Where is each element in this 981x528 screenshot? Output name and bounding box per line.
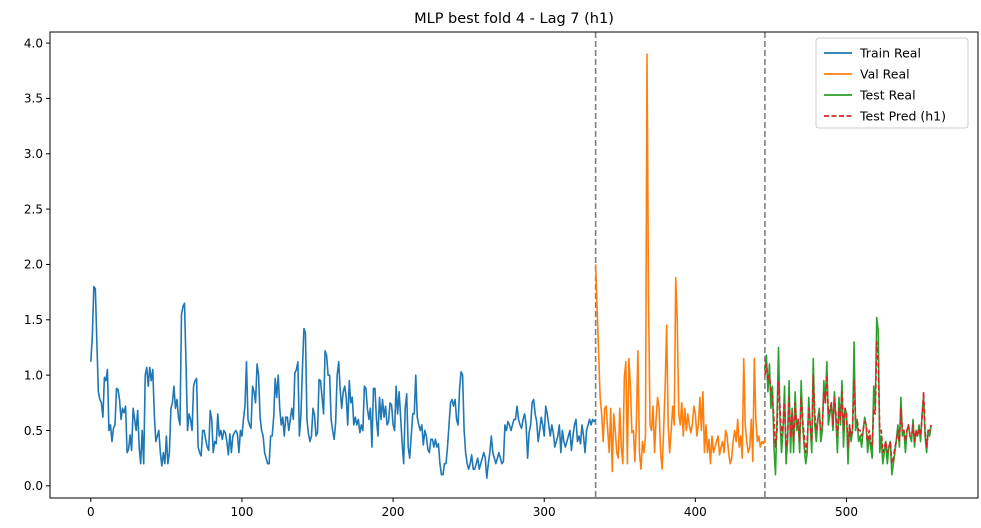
legend-label: Train Real xyxy=(859,46,921,61)
series-line-train-real xyxy=(90,285,597,479)
y-tick-label: 2.0 xyxy=(24,258,43,272)
y-tick-label: 3.5 xyxy=(24,92,43,106)
series-layer xyxy=(90,53,932,479)
legend-label: Test Real xyxy=(859,88,916,103)
y-axis: 0.0 0.5 1.0 1.5 2.0 2.5 3.0 3.5 4.0 xyxy=(24,36,50,493)
x-axis: 0 100 200 300 400 500 xyxy=(87,498,858,519)
legend: Train Real Val Real Test Real Test Pred (h1… xyxy=(815,37,969,129)
series-line-test-real xyxy=(764,316,932,476)
x-tick-label: 0 xyxy=(87,505,95,519)
x-tick-label: 300 xyxy=(533,505,556,519)
series-line-test-pred-h1 xyxy=(764,341,932,465)
y-tick-label: 2.5 xyxy=(24,202,43,216)
y-tick-label: 4.0 xyxy=(24,36,43,50)
chart-title: MLP best fold 4 - Lag 7 (h1) xyxy=(414,11,614,27)
x-tick-label: 200 xyxy=(382,505,405,519)
legend-box xyxy=(815,37,969,129)
series-line-val-real xyxy=(594,53,766,473)
x-tick-label: 500 xyxy=(835,505,858,519)
y-tick-label: 0.5 xyxy=(24,424,43,438)
y-tick-label: 1.0 xyxy=(24,368,43,382)
plot-frame xyxy=(49,31,979,499)
x-tick-label: 100 xyxy=(230,505,253,519)
y-tick-label: 3.0 xyxy=(24,147,43,161)
y-tick-label: 1.5 xyxy=(24,313,43,327)
y-tick-label: 0.0 xyxy=(24,479,43,493)
x-tick-label: 400 xyxy=(684,505,707,519)
legend-label: Test Pred (h1) xyxy=(859,109,946,124)
legend-label: Val Real xyxy=(860,67,910,82)
